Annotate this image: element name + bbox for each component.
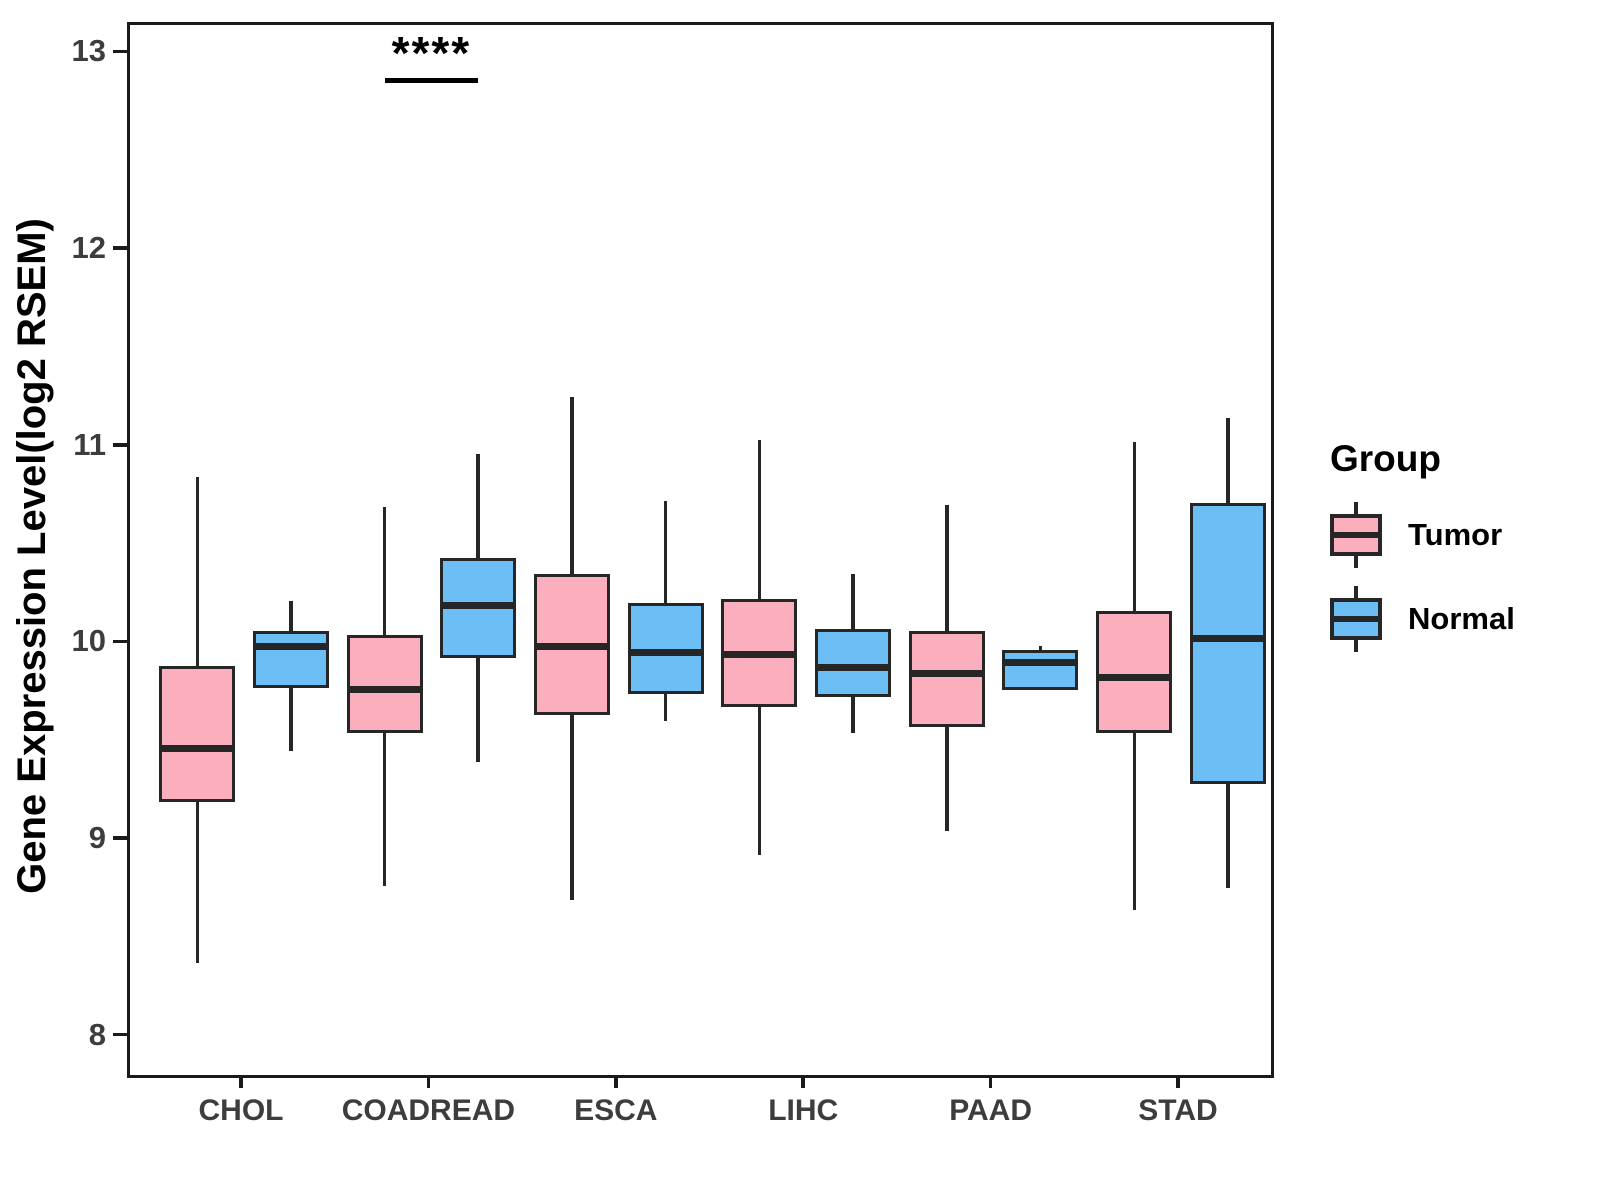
y-tick-mark xyxy=(113,49,127,54)
legend-glyph-whisker-bottom xyxy=(1354,640,1358,652)
y-tick-label: 13 xyxy=(71,33,106,69)
legend-glyph-median xyxy=(1330,616,1382,622)
legend-glyph-whisker-bottom xyxy=(1354,556,1358,568)
y-tick-label: 9 xyxy=(88,820,106,855)
legend: Group Tumor Normal xyxy=(1330,438,1590,652)
legend-entry-tumor: Tumor xyxy=(1330,502,1590,568)
legend-boxplot-glyph xyxy=(1330,586,1382,652)
x-tick-mark xyxy=(426,1075,431,1088)
median-COADREAD-normal xyxy=(440,601,517,609)
box-STAD-normal xyxy=(1189,502,1266,784)
x-tick-mark xyxy=(1176,1075,1180,1088)
y-tick-mark xyxy=(113,836,127,840)
median-ESCA-tumor xyxy=(534,642,611,650)
significance-line xyxy=(384,78,479,84)
median-ESCA-normal xyxy=(627,648,704,656)
significance-stars: **** xyxy=(391,27,472,80)
box-STAD-tumor xyxy=(1096,610,1173,733)
plot-panel: **** xyxy=(127,22,1274,1078)
y-tick-mark xyxy=(113,1032,127,1037)
legend-title: Group xyxy=(1330,438,1441,479)
legend-label: Tumor xyxy=(1408,517,1503,552)
y-tick-label: 8 xyxy=(88,1016,106,1052)
box-CHOL-tumor xyxy=(159,666,236,802)
median-LIHC-normal xyxy=(814,664,891,672)
x-tick-label: PAAD xyxy=(949,1094,1032,1127)
x-tick-mark xyxy=(614,1075,618,1088)
x-tick-label: STAD xyxy=(1138,1094,1218,1127)
median-COADREAD-tumor xyxy=(346,686,423,694)
box-ESCA-normal xyxy=(627,603,704,694)
median-PAAD-tumor xyxy=(908,670,985,678)
median-CHOL-tumor xyxy=(159,745,236,753)
x-tick-label: CHOL xyxy=(198,1094,284,1127)
legend-label: Normal xyxy=(1408,601,1515,636)
legend-glyph-whisker-top xyxy=(1354,502,1358,514)
legend-glyph-whisker-top xyxy=(1354,586,1358,598)
legend-glyph-median xyxy=(1330,532,1382,538)
box-LIHC-normal xyxy=(814,628,891,698)
x-tick-label: LIHC xyxy=(768,1094,839,1127)
median-LIHC-tumor xyxy=(721,650,798,658)
x-tick-mark xyxy=(988,1075,993,1088)
median-STAD-tumor xyxy=(1096,674,1173,682)
y-tick-mark xyxy=(113,639,127,644)
x-tick-label: COADREAD xyxy=(341,1094,516,1127)
y-tick-label: 12 xyxy=(71,230,106,266)
y-tick-label: 11 xyxy=(73,426,106,462)
x-tick-label: ESCA xyxy=(574,1094,658,1127)
box-PAAD-tumor xyxy=(908,630,985,727)
x-tick-mark xyxy=(239,1075,243,1088)
legend-boxplot-glyph xyxy=(1330,502,1382,568)
y-tick-mark xyxy=(113,246,127,250)
legend-entries: Tumor Normal xyxy=(1330,502,1590,652)
x-tick-mark xyxy=(801,1075,805,1088)
y-tick-mark xyxy=(113,443,127,447)
box-PAAD-normal xyxy=(1002,650,1079,690)
median-PAAD-normal xyxy=(1002,658,1079,666)
box-COADREAD-tumor xyxy=(346,634,423,733)
box-CHOL-normal xyxy=(252,630,329,688)
median-STAD-normal xyxy=(1189,634,1266,642)
legend-entry-normal: Normal xyxy=(1330,586,1590,652)
median-CHOL-normal xyxy=(252,642,329,650)
y-tick-label: 10 xyxy=(71,623,106,659)
